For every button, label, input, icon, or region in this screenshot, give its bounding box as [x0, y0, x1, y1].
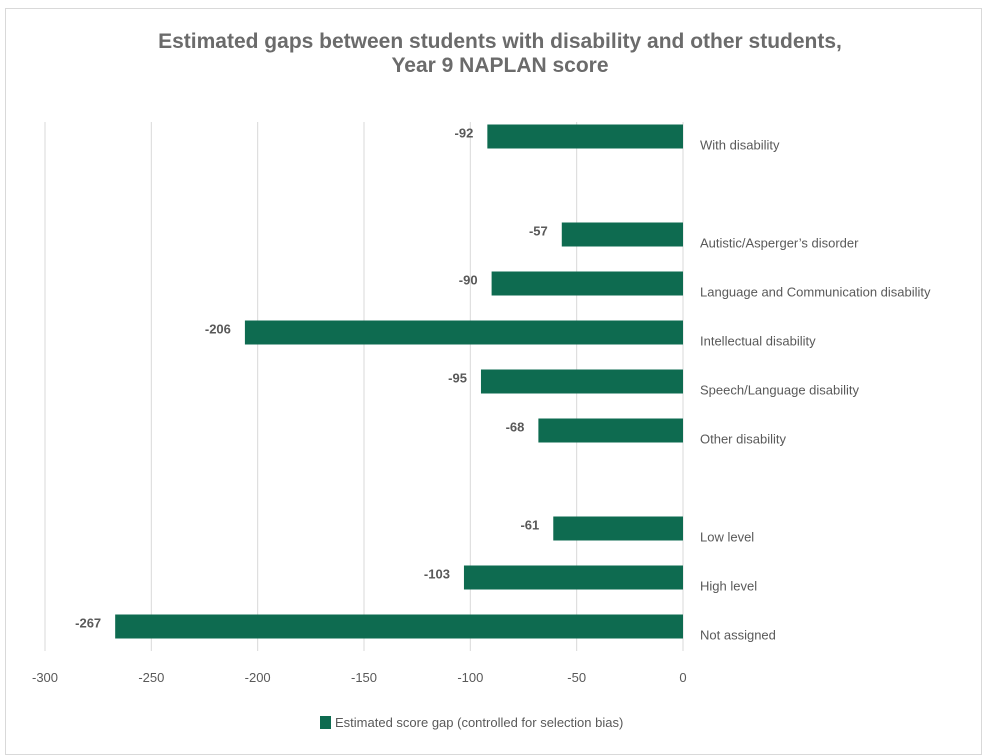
x-tick-label: -300 [32, 670, 58, 685]
value-label: -90 [459, 273, 478, 288]
bar [244, 320, 683, 345]
category-label: Other disability [700, 432, 786, 447]
category-label: Speech/Language disability [700, 383, 860, 398]
x-tick-label: -100 [457, 670, 483, 685]
bar [115, 614, 684, 639]
category-label: Intellectual disability [700, 334, 816, 349]
x-axis-ticks: -300 -250 -200 -150 -100 -50 0 [32, 670, 687, 685]
x-tick-label: -50 [567, 670, 586, 685]
category-label: Autistic/Asperger’s disorder [700, 236, 859, 251]
legend: Estimated score gap (controlled for sele… [320, 715, 623, 730]
bars [115, 124, 684, 639]
bar [553, 516, 683, 541]
value-labels: -92 -57 -90 -206 -95 -68 -61 -103 -267 [75, 126, 548, 631]
category-label: Not assigned [700, 628, 776, 643]
value-label: -57 [529, 224, 548, 239]
category-label: High level [700, 579, 757, 594]
chart-title: Estimated gaps between students with dis… [0, 30, 983, 78]
bar [463, 565, 683, 590]
value-label: -95 [448, 371, 467, 386]
x-tick-label: -150 [351, 670, 377, 685]
value-label: -68 [506, 420, 525, 435]
legend-label: Estimated score gap (controlled for sele… [335, 715, 624, 730]
bar [561, 222, 683, 247]
bar [538, 418, 683, 443]
x-tick-label: -250 [138, 670, 164, 685]
category-label: With disability [700, 138, 780, 153]
x-tick-label: 0 [679, 670, 686, 685]
value-label: -206 [205, 322, 231, 337]
bar [480, 369, 683, 394]
bar [491, 271, 683, 296]
value-label: -61 [520, 518, 539, 533]
legend-swatch [320, 716, 331, 729]
category-labels: With disability Autistic/Asperger’s disor… [700, 138, 931, 643]
value-label: -267 [75, 616, 101, 631]
category-label: Low level [700, 530, 754, 545]
category-label: Language and Communication disability [700, 285, 931, 300]
value-label: -92 [455, 126, 474, 141]
x-tick-label: -200 [245, 670, 271, 685]
chart-title-line-2: Year 9 NAPLAN score [391, 54, 609, 77]
chart-title-line-1: Estimated gaps between students with dis… [158, 30, 842, 53]
bar [487, 124, 683, 149]
value-label: -103 [424, 567, 450, 582]
